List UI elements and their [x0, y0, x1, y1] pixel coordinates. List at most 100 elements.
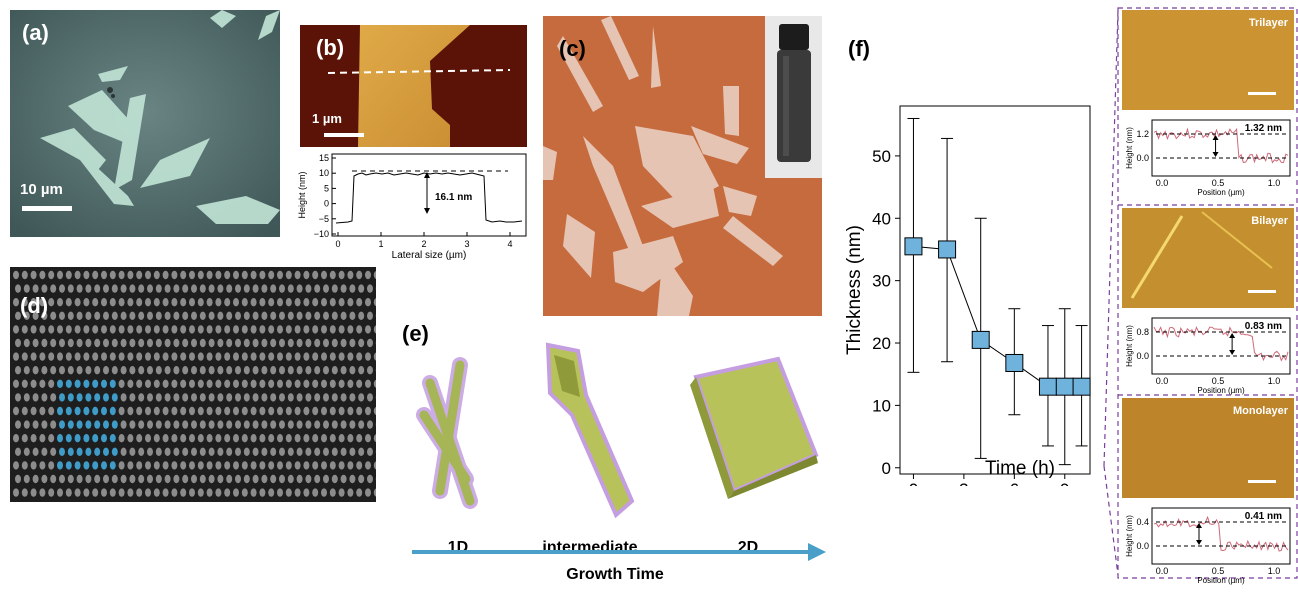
atom — [94, 339, 100, 347]
atom — [22, 271, 28, 279]
atom — [182, 475, 188, 483]
atom — [374, 380, 376, 388]
atom — [288, 420, 294, 428]
atom — [207, 271, 213, 279]
atom — [365, 352, 371, 360]
atom — [215, 434, 221, 442]
atom — [101, 352, 107, 360]
atom — [173, 366, 179, 374]
atom — [198, 352, 204, 360]
atom — [119, 325, 125, 333]
atom — [145, 298, 151, 306]
atom — [127, 434, 133, 442]
atom — [268, 407, 274, 415]
panel-label-f: (f) — [848, 36, 870, 62]
atom — [180, 461, 186, 469]
atom — [41, 420, 47, 428]
atom — [233, 434, 239, 442]
atom — [138, 284, 144, 292]
atom — [68, 339, 74, 347]
atom — [165, 393, 171, 401]
atom — [341, 312, 347, 320]
atom — [13, 352, 19, 360]
atom — [129, 284, 135, 292]
atom — [321, 434, 327, 442]
atom — [242, 298, 248, 306]
atom — [182, 366, 188, 374]
atom — [198, 380, 204, 388]
growth-time-arrow: Growth Time — [410, 540, 830, 582]
inset-height-annotation: 0.83 nm — [1245, 321, 1282, 332]
atom — [33, 393, 39, 401]
highlighted-atom — [101, 461, 107, 469]
inset-y-label: Height (nm) — [1125, 325, 1134, 367]
atom — [270, 312, 276, 320]
atom — [295, 461, 301, 469]
atom — [147, 448, 153, 456]
atom — [286, 352, 292, 360]
atom — [163, 352, 169, 360]
profile-x-tick-label: 0 — [335, 239, 340, 249]
atom — [367, 284, 373, 292]
atom — [138, 366, 144, 374]
atom — [48, 325, 54, 333]
atom — [182, 339, 188, 347]
atom — [182, 284, 188, 292]
atom — [347, 352, 353, 360]
highlighted-atom — [94, 448, 100, 456]
atom — [305, 366, 311, 374]
atom — [138, 475, 144, 483]
panel-d-atomic-image: (d) — [10, 267, 376, 502]
atom — [138, 312, 144, 320]
atom — [180, 380, 186, 388]
atom — [138, 448, 144, 456]
atom — [83, 298, 89, 306]
atom — [83, 271, 89, 279]
atom — [31, 407, 37, 415]
highlighted-atom — [57, 461, 63, 469]
atom — [224, 380, 230, 388]
profile-y-tick-label: −10 — [314, 229, 329, 239]
atom — [349, 420, 355, 428]
atom — [303, 380, 309, 388]
atom — [154, 298, 160, 306]
atom — [270, 448, 276, 456]
atom — [321, 407, 327, 415]
atom — [154, 407, 160, 415]
y-tick-label: 40 — [872, 209, 891, 228]
highlighted-atom — [75, 434, 81, 442]
atom — [147, 475, 153, 483]
highlighted-atom — [92, 380, 98, 388]
atom — [347, 298, 353, 306]
atom — [182, 312, 188, 320]
atom — [191, 448, 197, 456]
atom — [66, 488, 72, 496]
panel-label-e: (e) — [402, 321, 429, 347]
atom — [365, 488, 371, 496]
atom — [191, 339, 197, 347]
panel-label-b: (b) — [316, 35, 344, 61]
atom — [209, 312, 215, 320]
atom — [244, 475, 250, 483]
atom — [224, 434, 230, 442]
atom — [374, 407, 376, 415]
atom — [305, 393, 311, 401]
atom — [129, 475, 135, 483]
atom — [279, 393, 285, 401]
atom — [103, 366, 109, 374]
atom — [297, 393, 303, 401]
atom — [22, 325, 28, 333]
atom — [295, 298, 301, 306]
highlighted-atom — [110, 461, 116, 469]
atom — [173, 475, 179, 483]
atom — [330, 298, 336, 306]
highlighted-atom — [83, 434, 89, 442]
atom — [270, 393, 276, 401]
atom — [119, 434, 125, 442]
highlighted-atom — [75, 461, 81, 469]
atom — [297, 366, 303, 374]
atom — [314, 448, 320, 456]
atom — [136, 488, 142, 496]
highlighted-atom — [85, 420, 91, 428]
atom — [92, 488, 98, 496]
